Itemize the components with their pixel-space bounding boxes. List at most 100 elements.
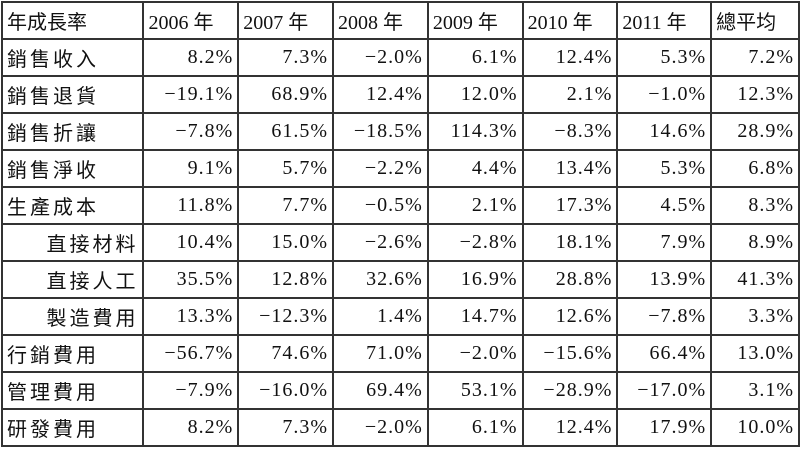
table-cell: −1.0% [616, 75, 713, 114]
table-cell: 6.8% [710, 149, 800, 188]
table-cell: 8.3% [710, 186, 800, 225]
growth-rate-table: 年成長率 2006 年 2007 年 2008 年 2009 年 2010 年 2011 年… [0, 1, 800, 447]
table-row: 銷售折讓 −7.8% 61.5% −18.5% 114.3% −8.3% 14.6% 28.9… [0, 112, 800, 151]
table-cell: −16.0% [237, 371, 335, 410]
table-row: 銷售退貨 −19.1% 68.9% 12.4% 12.0% 2.1% −1.0% 12.3% [0, 75, 800, 114]
table-cell: 7.9% [616, 223, 713, 262]
column-header: 2010 年 [521, 1, 619, 40]
table-cell: 12.4% [521, 408, 619, 447]
table-cell: −8.3% [521, 112, 619, 151]
table-cell: 6.1% [426, 408, 524, 447]
table-row: 研發費用 8.2% 7.3% −2.0% 6.1% 12.4% 17.9% 10.0% [0, 408, 800, 447]
table-cell: 5.7% [237, 149, 335, 188]
table-cell: 8.9% [710, 223, 800, 262]
table-cell: 9.1% [142, 149, 240, 188]
table-cell: −19.1% [142, 75, 240, 114]
column-header: 2011 年 [616, 1, 713, 40]
table-cell: 14.6% [616, 112, 713, 151]
table-cell: −12.3% [237, 297, 335, 336]
table-cell: −15.6% [521, 334, 619, 373]
column-header: 總平均 [710, 1, 800, 40]
row-label: 製造費用 [0, 297, 145, 336]
table-cell: 8.2% [142, 38, 240, 77]
table-cell: −28.9% [521, 371, 619, 410]
table-cell: 13.3% [142, 297, 240, 336]
row-label: 直接人工 [0, 260, 145, 299]
table-cell: 7.7% [237, 186, 335, 225]
table-cell: −2.6% [332, 223, 429, 262]
table-row: 管理費用 −7.9% −16.0% 69.4% 53.1% −28.9% −17.0% 3.1… [0, 371, 800, 410]
table-cell: 12.0% [426, 75, 524, 114]
table-row: 銷售淨收 9.1% 5.7% −2.2% 4.4% 13.4% 5.3% 6.8% [0, 149, 800, 188]
column-header: 2006 年 [142, 1, 240, 40]
table-cell: 10.4% [142, 223, 240, 262]
row-label: 銷售淨收 [0, 149, 145, 188]
table-row: 直接人工 35.5% 12.8% 32.6% 16.9% 28.8% 13.9% 41.3% [0, 260, 800, 299]
table-cell: 35.5% [142, 260, 240, 299]
table-cell: 6.1% [426, 38, 524, 77]
table-cell: 7.3% [237, 408, 335, 447]
row-label: 生產成本 [0, 186, 145, 225]
table-cell: 12.3% [710, 75, 800, 114]
table-cell: 32.6% [332, 260, 429, 299]
table-cell: 1.4% [332, 297, 429, 336]
table-cell: 12.6% [521, 297, 619, 336]
table-cell: 17.3% [521, 186, 619, 225]
table-cell: −2.8% [426, 223, 524, 262]
table-cell: 2.1% [521, 75, 619, 114]
table-cell: 2.1% [426, 186, 524, 225]
table-cell: −2.2% [332, 149, 429, 188]
header-row-label: 年成長率 [0, 1, 145, 40]
table-cell: −2.0% [332, 38, 429, 77]
table-cell: 74.6% [237, 334, 335, 373]
table-cell: 14.7% [426, 297, 524, 336]
table-cell: 69.4% [332, 371, 429, 410]
table-row: 行銷費用 −56.7% 74.6% 71.0% −2.0% −15.6% 66.4% 13.0… [0, 334, 800, 373]
table-cell: −2.0% [426, 334, 524, 373]
table-cell: 4.4% [426, 149, 524, 188]
table-cell: 12.4% [332, 75, 429, 114]
row-label: 管理費用 [0, 371, 145, 410]
table-cell: 15.0% [237, 223, 335, 262]
row-label: 銷售收入 [0, 38, 145, 77]
row-label: 銷售退貨 [0, 75, 145, 114]
table-cell: −18.5% [332, 112, 429, 151]
table-cell: 68.9% [237, 75, 335, 114]
table-cell: 3.1% [710, 371, 800, 410]
table-cell: 3.3% [710, 297, 800, 336]
table-cell: −2.0% [332, 408, 429, 447]
table-cell: 12.4% [521, 38, 619, 77]
table-cell: −56.7% [142, 334, 240, 373]
table-cell: 66.4% [616, 334, 713, 373]
table-cell: 5.3% [616, 149, 713, 188]
table-cell: 10.0% [710, 408, 800, 447]
table-cell: 8.2% [142, 408, 240, 447]
table-cell: 28.9% [710, 112, 800, 151]
table-cell: 13.9% [616, 260, 713, 299]
table-cell: −7.8% [616, 297, 713, 336]
table-row: 生產成本 11.8% 7.7% −0.5% 2.1% 17.3% 4.5% 8.3% [0, 186, 800, 225]
table-cell: 7.3% [237, 38, 335, 77]
table-cell: −17.0% [616, 371, 713, 410]
row-label: 銷售折讓 [0, 112, 145, 151]
table-cell: 28.8% [521, 260, 619, 299]
table-cell: 16.9% [426, 260, 524, 299]
table-cell: 53.1% [426, 371, 524, 410]
table-cell: −7.8% [142, 112, 240, 151]
row-label: 直接材料 [0, 223, 145, 262]
table-cell: 61.5% [237, 112, 335, 151]
row-label: 行銷費用 [0, 334, 145, 373]
table-row: 製造費用 13.3% −12.3% 1.4% 14.7% 12.6% −7.8% 3.3% [0, 297, 800, 336]
table-cell: 114.3% [426, 112, 524, 151]
table-cell: 11.8% [142, 186, 240, 225]
column-header: 2007 年 [237, 1, 335, 40]
header-row: 年成長率 2006 年 2007 年 2008 年 2009 年 2010 年 2011 年… [0, 1, 800, 40]
column-header: 2008 年 [332, 1, 429, 40]
column-header: 2009 年 [426, 1, 524, 40]
row-label: 研發費用 [0, 408, 145, 447]
table-cell: 71.0% [332, 334, 429, 373]
table-cell: 13.0% [710, 334, 800, 373]
table-cell: 18.1% [521, 223, 619, 262]
table-cell: 13.4% [521, 149, 619, 188]
table-cell: −0.5% [332, 186, 429, 225]
